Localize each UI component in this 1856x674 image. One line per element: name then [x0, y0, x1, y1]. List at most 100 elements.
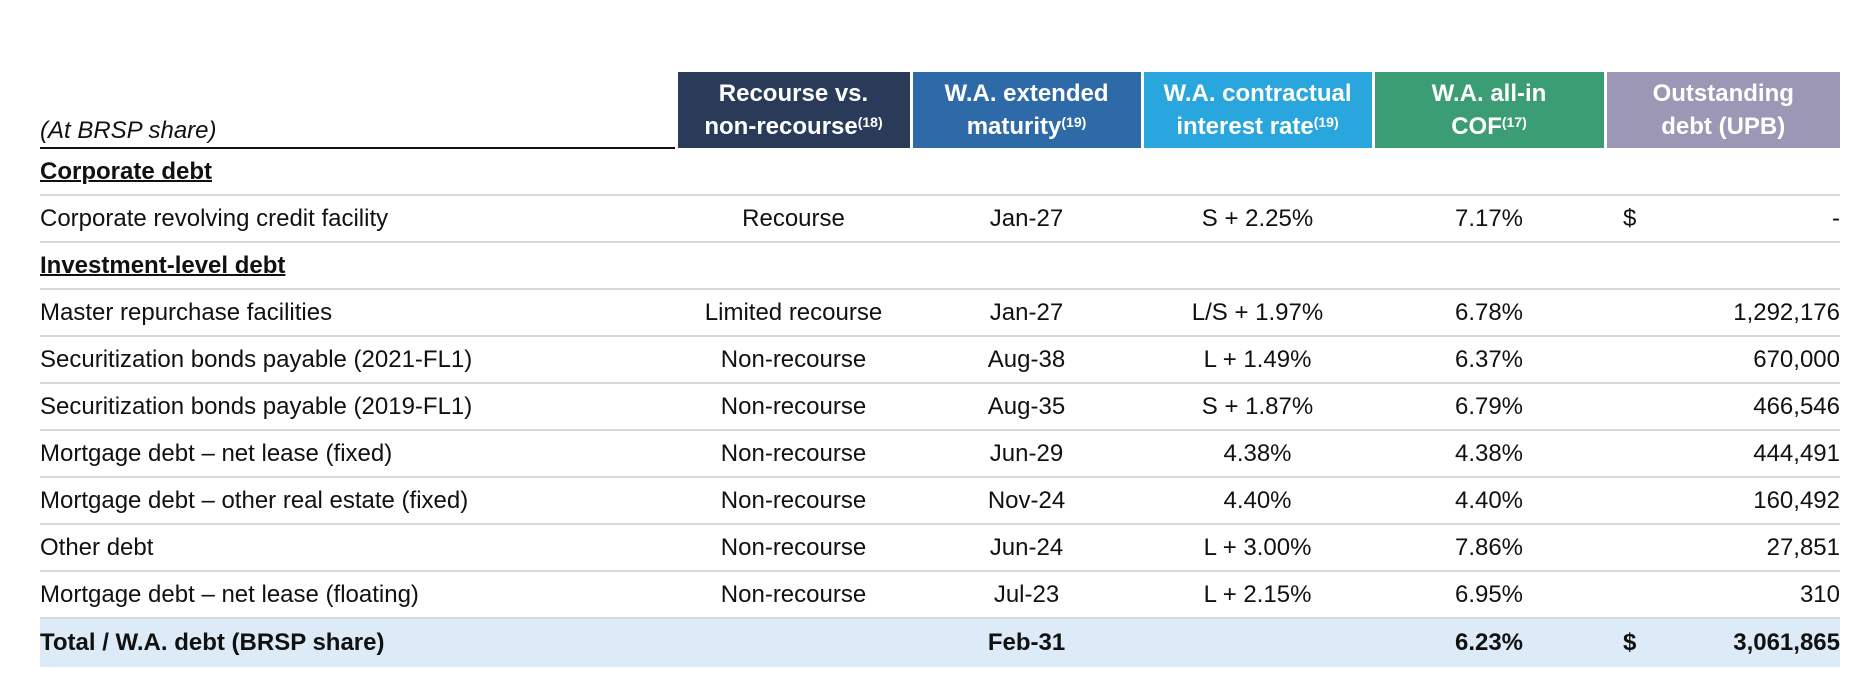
interest-rate-cell: S + 2.25%: [1142, 195, 1373, 243]
table-row: Master repurchase facilities Limited rec…: [40, 289, 1840, 337]
debt-value: -: [1832, 204, 1840, 232]
column-header-interest-rate-line2: interest rate: [1176, 113, 1314, 140]
column-header-recourse: Recourse vs. non-recourse(18): [674, 72, 911, 148]
interest-rate-cell: 4.38%: [1142, 430, 1373, 478]
total-label: Total / W.A. debt (BRSP share): [40, 618, 676, 667]
total-debt-value: 3,061,865: [1733, 629, 1840, 656]
table-row: Mortgage debt – other real estate (fixed…: [40, 477, 1840, 525]
total-maturity-cell: Feb-31: [911, 618, 1142, 667]
cof-cell: 4.40%: [1373, 477, 1605, 525]
cof-cell: 6.95%: [1373, 571, 1605, 619]
maturity-cell: Aug-38: [911, 336, 1142, 384]
row-label: Master repurchase facilities: [40, 289, 676, 337]
scope-label: (At BRSP share): [40, 72, 676, 149]
total-outstanding-debt-cell: $3,061,865: [1605, 618, 1840, 667]
row-label: Mortgage debt – net lease (floating): [40, 571, 676, 619]
debt-value: 1,292,176: [1733, 298, 1840, 326]
debt-value: 444,491: [1753, 439, 1840, 467]
column-header-outstanding-debt: Outstanding debt (UPB): [1603, 72, 1840, 148]
row-label: Other debt: [40, 524, 676, 572]
column-header-interest-rate-line1: W.A. contractual: [1163, 80, 1352, 107]
column-header-outstanding-debt-line2: debt (UPB): [1661, 113, 1786, 140]
maturity-cell: Nov-24: [911, 477, 1142, 525]
outstanding-debt-cell: 444,491: [1605, 430, 1840, 478]
maturity-cell: Jul-23: [911, 571, 1142, 619]
table-body: Corporate debt Corporate revolving credi…: [40, 148, 1840, 667]
recourse-cell: Limited recourse: [676, 289, 911, 337]
total-cof-cell: 6.23%: [1373, 618, 1605, 667]
interest-rate-cell: L + 1.49%: [1142, 336, 1373, 384]
cof-cell: 4.38%: [1373, 430, 1605, 478]
debt-value: 670,000: [1753, 345, 1840, 373]
debt-value: 27,851: [1766, 533, 1840, 561]
debt-summary-table: (At BRSP share) Recourse vs. non-recours…: [40, 72, 1840, 667]
recourse-cell: Non-recourse: [676, 336, 911, 384]
table-row: Securitization bonds payable (2019-FL1) …: [40, 383, 1840, 431]
cof-cell: 7.17%: [1373, 195, 1605, 243]
row-label: Mortgage debt – other real estate (fixed…: [40, 477, 676, 525]
interest-rate-cell: L + 3.00%: [1142, 524, 1373, 572]
interest-rate-cell: L/S + 1.97%: [1142, 289, 1373, 337]
debt-value: 160,492: [1753, 486, 1840, 514]
table-header: (At BRSP share) Recourse vs. non-recours…: [40, 72, 1840, 149]
section-header-row: Corporate debt: [40, 148, 1840, 196]
recourse-cell: Non-recourse: [676, 571, 911, 619]
column-header-cof: W.A. all-in COF(17): [1371, 72, 1605, 148]
section-title-corporate-debt: Corporate debt: [40, 148, 1840, 196]
outstanding-debt-cell: 160,492: [1605, 477, 1840, 525]
debt-value: 466,546: [1753, 392, 1840, 420]
interest-rate-cell: 4.40%: [1142, 477, 1373, 525]
footnote-marker: (19): [1313, 114, 1339, 130]
row-label: Securitization bonds payable (2019-FL1): [40, 383, 676, 431]
recourse-cell: Non-recourse: [676, 383, 911, 431]
recourse-cell: Recourse: [676, 195, 911, 243]
section-header-row: Investment-level debt: [40, 242, 1840, 290]
total-interest-rate-cell: [1142, 618, 1373, 667]
outstanding-debt-cell: 1,292,176: [1605, 289, 1840, 337]
outstanding-debt-cell: $ -: [1605, 195, 1840, 243]
column-header-cof-line1: W.A. all-in: [1431, 80, 1547, 107]
total-row: Total / W.A. debt (BRSP share) Feb-31 6.…: [40, 618, 1840, 667]
recourse-cell: Non-recourse: [676, 477, 911, 525]
cof-cell: 7.86%: [1373, 524, 1605, 572]
recourse-cell: Non-recourse: [676, 430, 911, 478]
cof-cell: 6.78%: [1373, 289, 1605, 337]
table-row: Securitization bonds payable (2021-FL1) …: [40, 336, 1840, 384]
interest-rate-cell: S + 1.87%: [1142, 383, 1373, 431]
column-header-maturity: W.A. extended maturity(19): [909, 72, 1142, 148]
debt-value: 310: [1799, 580, 1840, 608]
currency-symbol: $: [1623, 204, 1637, 232]
currency-symbol: $: [1623, 629, 1637, 656]
maturity-cell: Jun-29: [911, 430, 1142, 478]
footnote-marker: (17): [1501, 114, 1527, 130]
cof-cell: 6.37%: [1373, 336, 1605, 384]
table-row: Mortgage debt – net lease (fixed) Non-re…: [40, 430, 1840, 478]
column-header-cof-line2: COF: [1451, 113, 1502, 140]
maturity-cell: Jun-24: [911, 524, 1142, 572]
maturity-cell: Aug-35: [911, 383, 1142, 431]
recourse-cell: Non-recourse: [676, 524, 911, 572]
outstanding-debt-cell: 466,546: [1605, 383, 1840, 431]
column-header-recourse-line1: Recourse vs.: [718, 80, 869, 107]
outstanding-debt-cell: 310: [1605, 571, 1840, 619]
footnote-marker: (18): [857, 114, 883, 130]
header-row: (At BRSP share) Recourse vs. non-recours…: [40, 72, 1840, 149]
interest-rate-cell: L + 2.15%: [1142, 571, 1373, 619]
cof-cell: 6.79%: [1373, 383, 1605, 431]
table-row: Mortgage debt – net lease (floating) Non…: [40, 571, 1840, 619]
column-header-interest-rate: W.A. contractual interest rate(19): [1140, 72, 1373, 148]
row-label: Corporate revolving credit facility: [40, 195, 676, 243]
row-label: Securitization bonds payable (2021-FL1): [40, 336, 676, 384]
column-header-maturity-line2: maturity: [966, 113, 1062, 140]
footnote-marker: (19): [1061, 114, 1087, 130]
maturity-cell: Jan-27: [911, 289, 1142, 337]
table-row: Other debt Non-recourse Jun-24 L + 3.00%…: [40, 524, 1840, 572]
total-recourse-cell: [676, 618, 911, 667]
outstanding-debt-cell: 670,000: [1605, 336, 1840, 384]
table-row: Corporate revolving credit facility Reco…: [40, 195, 1840, 243]
outstanding-debt-cell: 27,851: [1605, 524, 1840, 572]
column-header-outstanding-debt-line1: Outstanding: [1652, 80, 1794, 107]
column-header-maturity-line1: W.A. extended: [944, 80, 1109, 107]
maturity-cell: Jan-27: [911, 195, 1142, 243]
column-header-recourse-line2: non-recourse: [704, 113, 858, 140]
